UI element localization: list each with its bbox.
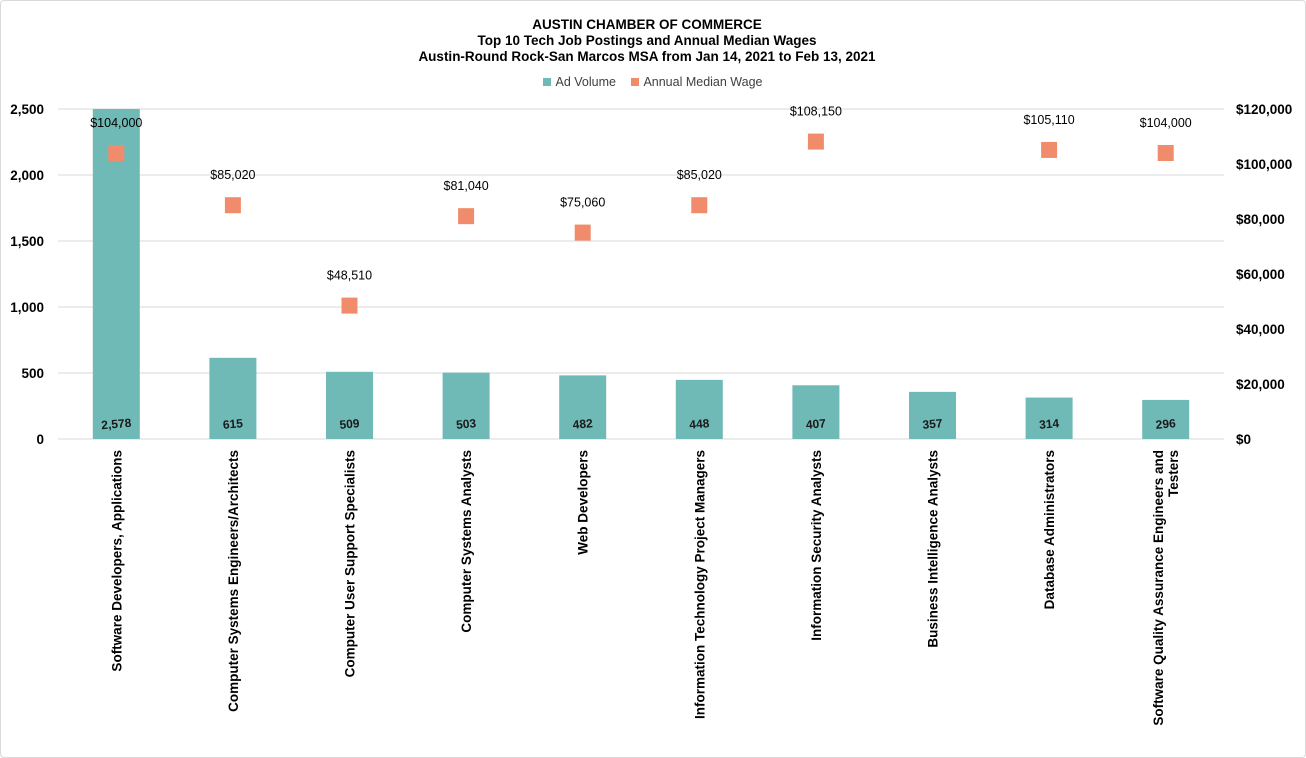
x-category-label: Computer Systems Engineers/Architects xyxy=(226,450,241,712)
y-right-tick-label: $0 xyxy=(1236,432,1251,447)
bar-data-label: 357 xyxy=(922,416,943,432)
bar-ad-volume xyxy=(92,109,140,439)
x-category-label: Information Security Analysts xyxy=(809,450,824,641)
y-left-tick-label: 0 xyxy=(36,432,44,447)
y-right-tick-label: $60,000 xyxy=(1236,267,1285,282)
bar-data-label: 615 xyxy=(222,416,243,432)
wage-marker xyxy=(691,197,708,214)
legend-swatch-ad-volume xyxy=(543,78,552,86)
x-category-label-line: Software Quality Assurance Engineers and xyxy=(1151,450,1166,726)
bar-data-label: 503 xyxy=(456,416,477,432)
chart-subtitle-line-2: Austin-Round Rock-San Marcos MSA from Ja… xyxy=(418,49,876,64)
bar-data-label: 482 xyxy=(572,416,593,432)
bar-ad-volume xyxy=(326,371,373,439)
chart-subtitle-line-1: Top 10 Tech Job Postings and Annual Medi… xyxy=(477,33,817,48)
y-right-tick-label: $20,000 xyxy=(1236,377,1285,392)
x-category-label: Computer User Support Specialists xyxy=(343,450,358,677)
bar-ad-volume xyxy=(1025,397,1073,439)
x-category-label: Business Intelligence Analysts xyxy=(926,450,941,648)
y-left-tick-label: 1,000 xyxy=(10,300,44,315)
x-category-label-line: Web Developers xyxy=(576,450,591,555)
x-category-label: Database Administrators xyxy=(1042,450,1057,609)
bar-ad-volume xyxy=(209,357,257,439)
bar-data-label: 448 xyxy=(689,416,710,432)
x-category-label: Web Developers xyxy=(576,450,591,555)
bar-ad-volume xyxy=(909,391,956,439)
bar-ad-volume xyxy=(792,385,840,439)
x-category-label-line: Business Intelligence Analysts xyxy=(926,450,941,648)
x-category-label-line: Information Technology Project Managers xyxy=(692,450,707,719)
bar-ad-volume xyxy=(1142,399,1190,439)
legend-swatch-annual-median-wage xyxy=(631,78,640,86)
wage-data-label: $104,000 xyxy=(1140,116,1192,130)
bar-data-label: 509 xyxy=(339,416,360,432)
x-category-label: Computer Systems Analysts xyxy=(459,450,474,633)
wage-marker xyxy=(341,297,358,314)
legend-label-ad-volume: Ad Volume xyxy=(555,75,616,89)
wage-marker xyxy=(108,145,125,161)
y-right-tick-label: $120,000 xyxy=(1236,102,1292,117)
wage-marker xyxy=(224,197,241,214)
wage-data-label: $85,020 xyxy=(210,168,255,182)
chart-titles: AUSTIN CHAMBER OF COMMERCE Top 10 Tech J… xyxy=(0,17,1294,65)
wage-data-label: $108,150 xyxy=(790,105,842,119)
bar-data-label: 314 xyxy=(1039,416,1060,432)
wage-data-label: $75,060 xyxy=(560,196,605,210)
wage-data-label: $104,000 xyxy=(90,116,142,130)
x-category-label: Software Developers, Applications xyxy=(109,450,124,672)
wage-marker xyxy=(458,208,475,225)
bar-ad-volume xyxy=(442,372,490,439)
wage-marker xyxy=(574,224,591,241)
legend-item-ad-volume: Ad Volume xyxy=(543,75,616,89)
y-right-tick-label: $100,000 xyxy=(1236,157,1292,172)
x-category-label-line: Computer Systems Analysts xyxy=(459,450,474,633)
x-category-label-line: Database Administrators xyxy=(1042,450,1057,609)
wage-marker xyxy=(1157,145,1174,161)
y-right-tick-label: $40,000 xyxy=(1236,322,1285,337)
y-right-tick-label: $80,000 xyxy=(1236,212,1285,227)
y-left-tick-label: 2,000 xyxy=(10,168,44,183)
chart-legend: Ad Volume Annual Median Wage xyxy=(0,75,1306,89)
x-category-label-line: Computer User Support Specialists xyxy=(343,450,358,677)
x-category-label-line: Information Security Analysts xyxy=(809,450,824,641)
wage-data-label: $48,510 xyxy=(327,269,372,283)
x-category-label-line: Testers xyxy=(1166,450,1181,497)
bar-ad-volume xyxy=(559,375,607,439)
x-category-label-line: Software Developers, Applications xyxy=(109,450,124,672)
wage-marker xyxy=(807,133,824,150)
legend-label-annual-median-wage: Annual Median Wage xyxy=(643,75,763,89)
y-left-tick-label: 1,500 xyxy=(10,234,44,249)
wage-data-label: $85,020 xyxy=(677,168,722,182)
wage-data-label: $81,040 xyxy=(444,179,489,193)
wage-data-label: $105,110 xyxy=(1023,113,1074,127)
bar-data-label: 296 xyxy=(1155,416,1176,432)
bar-data-label: 407 xyxy=(805,416,826,432)
wage-marker xyxy=(1041,141,1058,158)
legend-item-annual-median-wage: Annual Median Wage xyxy=(631,75,763,89)
bar-ad-volume xyxy=(675,379,723,439)
chart-title: AUSTIN CHAMBER OF COMMERCE xyxy=(532,17,762,32)
x-category-label: Information Technology Project Managers xyxy=(692,450,707,719)
bar-data-label: 2,578 xyxy=(101,416,132,433)
x-category-label: Software Quality Assurance Engineers and… xyxy=(1151,450,1181,726)
x-category-label-line: Computer Systems Engineers/Architects xyxy=(226,450,241,712)
y-left-tick-label: 500 xyxy=(21,366,44,381)
y-left-tick-label: 2,500 xyxy=(10,102,44,117)
